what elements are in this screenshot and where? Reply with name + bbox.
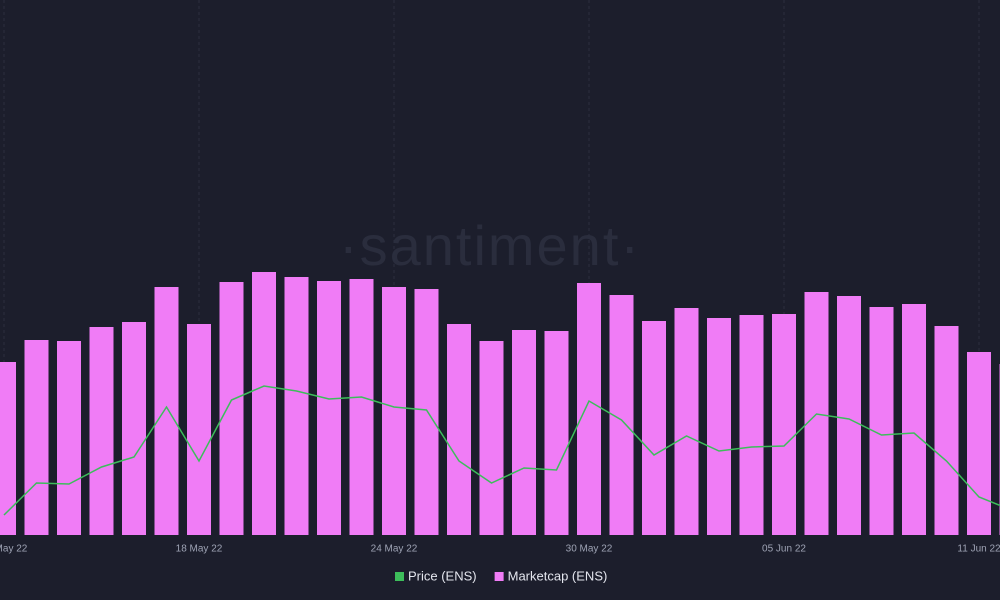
x-tick-label: 05 Jun 22 (762, 544, 806, 555)
bar (772, 314, 796, 535)
bar (317, 281, 341, 535)
legend-label: Marketcap (ENS) (508, 568, 608, 583)
x-tick-label: 24 May 22 (371, 544, 418, 555)
bar (382, 287, 406, 535)
bar (902, 304, 926, 535)
bar (154, 287, 179, 535)
bar (414, 289, 439, 535)
bar (869, 307, 894, 535)
legend: Price (ENS) Marketcap (ENS) (395, 568, 607, 583)
bar (479, 341, 504, 535)
bar (512, 330, 536, 535)
bar (837, 296, 861, 535)
watermark: ·santiment· (339, 214, 641, 277)
bar (447, 324, 471, 535)
legend-swatch (494, 572, 504, 581)
bar (89, 327, 114, 535)
bar (707, 318, 731, 535)
legend-swatch (395, 572, 404, 581)
bar (967, 352, 991, 535)
bar (122, 322, 146, 535)
bar (187, 324, 211, 535)
price-line (3, 385, 1000, 516)
x-tick-label: 18 May 22 (176, 544, 223, 555)
x-tick-label: 11 Jun 22 (957, 544, 1000, 555)
legend-label: Price (ENS) (408, 568, 477, 583)
bar (577, 283, 601, 535)
x-tick-label: 30 May 22 (566, 544, 613, 555)
bar (739, 315, 764, 535)
bar (674, 308, 699, 535)
bar (252, 272, 276, 535)
bar (544, 331, 569, 535)
bar (219, 282, 244, 535)
bar (349, 279, 374, 535)
x-tick-label: 12 May 22 (0, 544, 28, 555)
bar (24, 340, 49, 535)
bar (57, 341, 81, 535)
bar (934, 326, 959, 535)
bar (0, 362, 16, 535)
bar (284, 277, 309, 535)
bar (642, 321, 666, 535)
